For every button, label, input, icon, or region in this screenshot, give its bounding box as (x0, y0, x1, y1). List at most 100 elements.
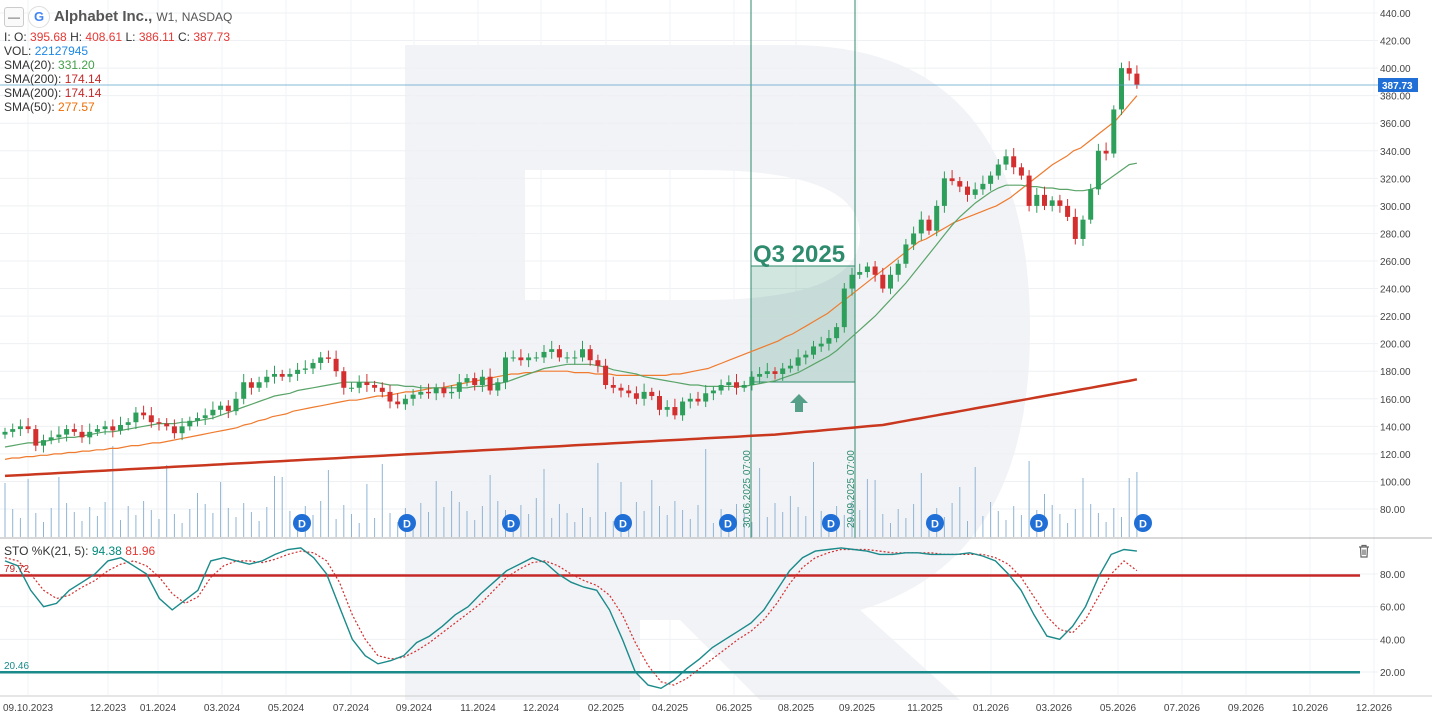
candle-body (1072, 216, 1078, 239)
candle-body (302, 368, 308, 370)
dividend-label: D (1035, 519, 1043, 531)
candle-body (1042, 194, 1047, 206)
candle-body (965, 186, 970, 195)
candle-body (695, 398, 701, 402)
collapse-legend-button[interactable]: — (4, 7, 24, 27)
oscillator-pane (0, 547, 1378, 690)
candle-body (379, 387, 385, 392)
candle-body (456, 382, 462, 392)
q3-box (750, 265, 856, 383)
candle-body (325, 357, 331, 359)
candle-body (372, 385, 378, 388)
sma50-value: 277.57 (58, 100, 95, 114)
candle-body (487, 376, 493, 391)
high-value: 408.61 (85, 30, 123, 44)
dividend-marker (1030, 514, 1048, 532)
dividend-label: D (298, 519, 306, 531)
dividend-label: D (619, 519, 627, 531)
time-tick-label: 06.2025 (716, 703, 753, 714)
sma200-legend-2[interactable]: SMA(200): 174.14 (4, 86, 232, 100)
candle-body (17, 426, 23, 430)
dividend-label: D (827, 519, 835, 531)
timeframe: W1, (156, 10, 178, 24)
candle-body (33, 429, 39, 446)
sma50-legend[interactable]: SMA(50): 277.57 (4, 100, 232, 114)
candle-body (780, 368, 786, 374)
dividend-marker (614, 514, 632, 532)
time-tick-label: 05.2024 (268, 703, 305, 714)
candle-body (572, 357, 578, 359)
candle-body (241, 382, 247, 399)
candle-body (657, 396, 662, 410)
candle-body (880, 274, 886, 289)
candle-body (1018, 167, 1024, 176)
candle-body (541, 351, 547, 358)
sma200-label-2: SMA(200): (4, 86, 62, 100)
candle-body (110, 426, 116, 431)
candle-body (926, 219, 932, 231)
time-tick-label: 09.2024 (396, 703, 433, 714)
oscillator-legend[interactable]: STO %K(21, 5): 94.38 81.96 (4, 544, 155, 558)
time-axis[interactable]: 09.10.2023 12.2023 01.2024 03.2024 05.2024 07… (0, 695, 1432, 714)
candle-body (710, 390, 716, 394)
sma20-value: 331.20 (58, 58, 95, 72)
candle-body (141, 412, 147, 416)
sma200-value-2: 174.14 (64, 86, 102, 100)
candle-body (734, 382, 739, 388)
candle-body (841, 288, 847, 328)
time-tick-label: 03.2026 (1036, 703, 1073, 714)
current-price-label: 387.73 (1382, 81, 1413, 92)
candle-body (664, 407, 670, 410)
candle-body (41, 440, 46, 446)
candle-body (495, 382, 501, 391)
candle-body (818, 343, 824, 347)
oscillator-d-value: 81.96 (125, 544, 156, 558)
candle-body (464, 378, 470, 383)
candle-body (549, 349, 555, 352)
dividend-label: D (931, 519, 939, 531)
candle-body (703, 393, 709, 402)
price-tick-label: 240.00 (1380, 285, 1411, 296)
time-tick-label: 09.2025 (839, 703, 876, 714)
quarter-highlight: Q3 2025 30.06.2025 07:00 29.09.2025 07:00 (742, 0, 857, 538)
candle-body (749, 376, 755, 385)
candle-body (1103, 150, 1109, 154)
candle-body (64, 429, 70, 435)
sma200-legend[interactable]: SMA(200): 174.14 (4, 72, 232, 86)
oscillator-label: STO %K(21, 5): (4, 544, 89, 558)
candle-body (503, 357, 508, 383)
candle-body (387, 391, 393, 402)
price-axis[interactable]: 440.00 420.00 400.00 380.00 360.00 340.00 320.… (1378, 9, 1418, 679)
candle-body (1119, 68, 1124, 110)
time-tick-label: 07.2026 (1164, 703, 1201, 714)
candle-body (988, 175, 994, 184)
price-tick-label: 340.00 (1380, 147, 1411, 158)
price-tick-label: 180.00 (1380, 367, 1411, 378)
low-label: L: (125, 30, 136, 44)
price-tick-label: 200.00 (1380, 340, 1411, 351)
dividend-marker (293, 514, 311, 532)
candle-body (603, 365, 609, 385)
candle-body (941, 178, 947, 206)
candle-body (795, 357, 801, 366)
trash-icon[interactable] (1356, 543, 1372, 559)
price-tick-label: 100.00 (1380, 477, 1411, 488)
dividend-label: D (724, 519, 732, 531)
candle-body (772, 371, 778, 374)
candle-body (1088, 189, 1094, 220)
candle-body (2, 431, 8, 435)
candle-body (718, 385, 724, 391)
candle-body (911, 233, 917, 245)
price-tick-label: 380.00 (1380, 92, 1411, 103)
price-tick-label: 320.00 (1380, 174, 1411, 185)
time-tick-label: 11.2024 (460, 703, 496, 714)
dividend-marker (398, 514, 416, 532)
time-tick-label: 01.2026 (973, 703, 1010, 714)
candle-body (187, 420, 193, 427)
sma20-legend[interactable]: SMA(20): 331.20 (4, 58, 232, 72)
candle-body (556, 349, 562, 358)
candle-body (995, 164, 1001, 176)
watermark-logo (405, 45, 1030, 700)
